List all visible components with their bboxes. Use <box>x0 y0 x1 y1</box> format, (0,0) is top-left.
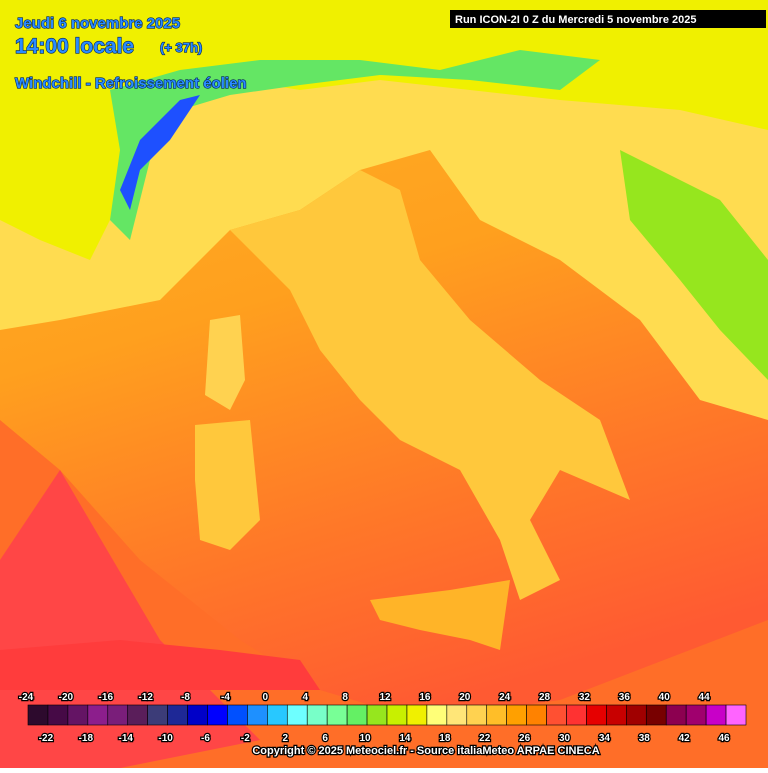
forecast-date: Jeudi 6 novembre 2025 <box>15 15 180 32</box>
legend-swatch <box>207 704 228 726</box>
legend-swatch <box>326 704 348 726</box>
product-name: Windchill - Refroissement éolien <box>15 75 247 92</box>
legend-swatch <box>506 704 527 726</box>
legend-swatch <box>606 704 627 726</box>
legend-swatch <box>645 704 667 726</box>
legend-swatch <box>107 704 129 726</box>
legend-swatch <box>626 704 647 726</box>
legend-swatch <box>187 704 208 726</box>
legend-label: 8 <box>342 692 348 703</box>
legend-swatch <box>87 704 109 726</box>
legend-swatch <box>267 704 288 726</box>
legend-swatch <box>386 704 408 726</box>
legend-swatch <box>446 704 468 726</box>
legend-label: 26 <box>519 733 531 744</box>
legend-label: 42 <box>679 733 691 744</box>
legend-swatch <box>466 704 488 726</box>
legend-swatch <box>705 704 727 726</box>
copyright: Copyright © 2025 Meteociel.fr - Source i… <box>252 745 599 757</box>
legend-label: -2 <box>241 733 250 744</box>
legend-label: -18 <box>79 733 94 744</box>
legend-label: -22 <box>39 733 54 744</box>
legend-label: 46 <box>718 733 730 744</box>
legend-swatch <box>526 704 547 726</box>
legend-label: -8 <box>181 692 190 703</box>
legend-label: 40 <box>659 692 671 703</box>
legend-swatch <box>725 704 747 726</box>
legend-label: 14 <box>399 733 411 744</box>
legend-label: 34 <box>599 733 611 744</box>
legend-label: 12 <box>379 692 391 703</box>
legend-label: 10 <box>359 733 371 744</box>
legend-swatch <box>167 704 188 726</box>
legend-swatch <box>27 704 49 726</box>
legend-swatch <box>665 704 687 726</box>
legend-swatch <box>247 704 268 726</box>
legend-swatch <box>486 704 507 726</box>
legend-swatch <box>406 704 428 726</box>
legend-label: 2 <box>282 733 288 744</box>
legend-label: 36 <box>619 692 631 703</box>
forecast-time: 14:00 locale <box>15 35 134 58</box>
legend-label: -10 <box>158 733 173 744</box>
legend-swatch <box>306 704 328 726</box>
legend-label: 18 <box>439 733 451 744</box>
legend-label: 20 <box>459 692 471 703</box>
legend-label: -6 <box>201 733 210 744</box>
legend-swatch <box>286 704 308 726</box>
legend-label: 38 <box>639 733 651 744</box>
legend-swatch <box>685 704 707 726</box>
color-legend: -24-22-20-18-16-14-12-10-8-6-4-202468101… <box>18 691 747 745</box>
legend-label: 22 <box>479 733 491 744</box>
legend-label: 16 <box>419 692 431 703</box>
legend-swatch <box>346 704 368 726</box>
legend-swatch <box>366 704 388 726</box>
legend-label: 30 <box>559 733 571 744</box>
forecast-offset: (+ 37h) <box>160 40 202 55</box>
legend-swatch <box>566 704 587 726</box>
legend-swatch <box>586 704 607 726</box>
legend-label: -14 <box>118 733 133 744</box>
legend-label: -12 <box>138 692 153 703</box>
legend-label: 6 <box>322 733 328 744</box>
legend-swatch <box>67 704 89 726</box>
legend-label: 0 <box>263 692 269 703</box>
legend-label: 28 <box>539 692 551 703</box>
run-banner <box>450 10 766 28</box>
legend-swatch <box>426 704 448 726</box>
legend-swatch <box>147 704 168 726</box>
legend-label: 24 <box>499 692 511 703</box>
legend-swatch <box>227 704 248 726</box>
legend-label: -20 <box>59 692 74 703</box>
run-info: Run ICON-2I 0 Z du Mercredi 5 novembre 2… <box>455 14 696 26</box>
legend-swatch <box>127 704 148 726</box>
legend-swatch <box>546 704 567 726</box>
legend-label: -16 <box>99 692 114 703</box>
legend-swatch <box>47 704 69 726</box>
legend-label: -24 <box>19 692 34 703</box>
legend-label: 4 <box>302 692 308 703</box>
legend-label: 44 <box>699 692 711 703</box>
legend-label: 32 <box>579 692 591 703</box>
legend-label: -4 <box>221 692 230 703</box>
